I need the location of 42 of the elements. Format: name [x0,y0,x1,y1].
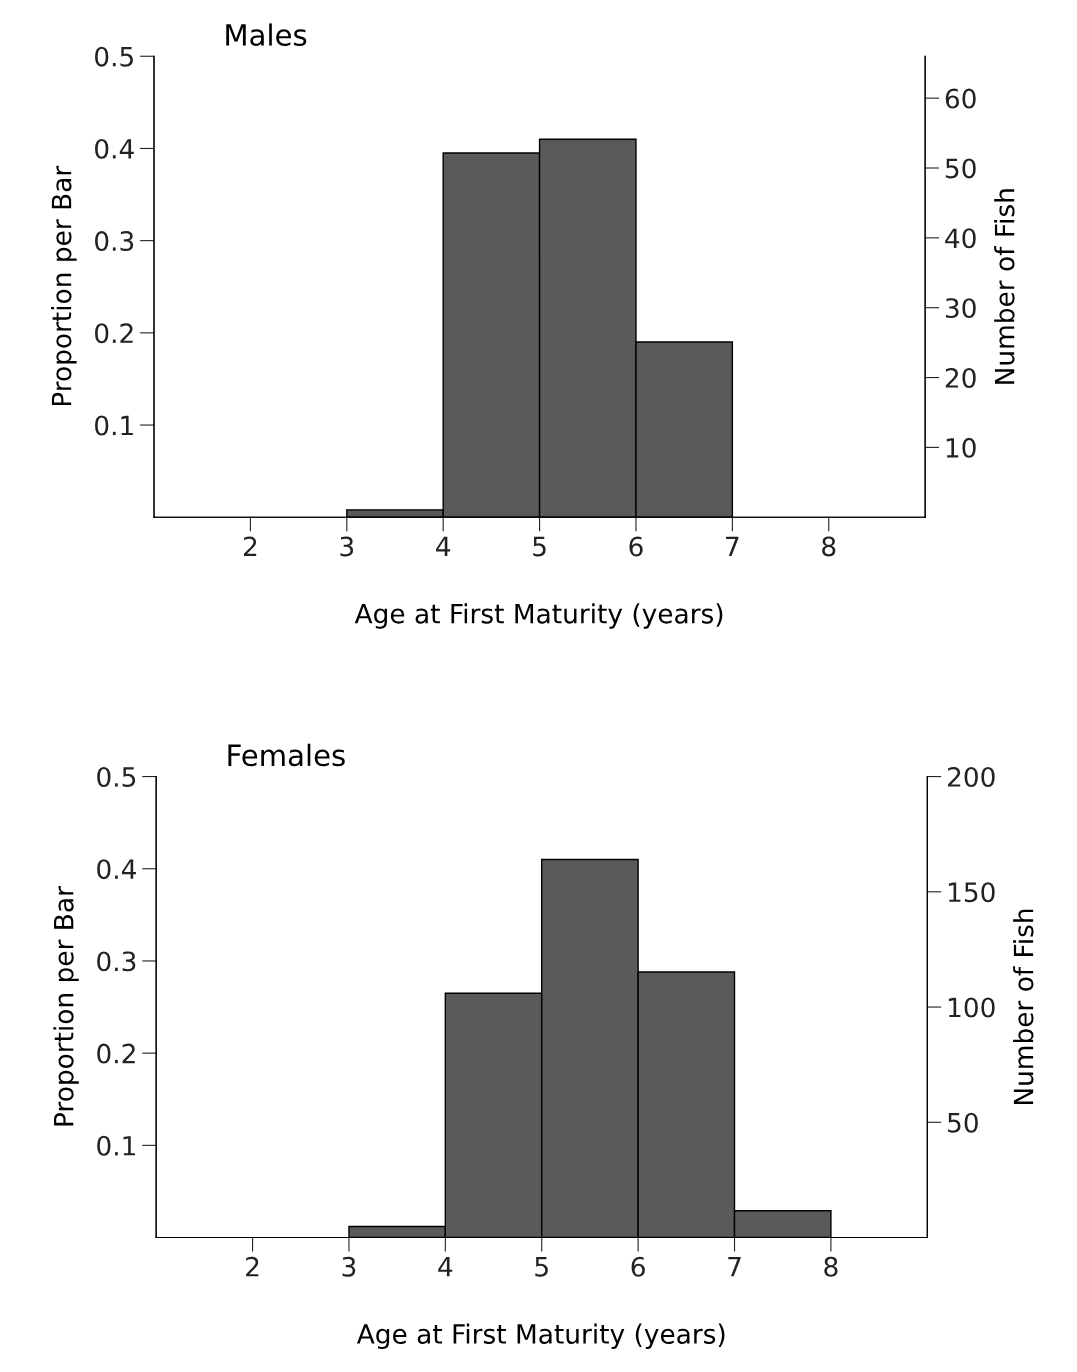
chart-title: Males [226,23,307,46]
y-tick-label: 0.5 [97,766,136,787]
y2-axis-title: Number of Fish [1013,909,1034,1105]
y2-tick-label: 10 [946,437,976,458]
x-tick-label: 3 [340,536,354,557]
y-tick-label: 0.2 [95,323,133,344]
y-tick-label: 0.3 [95,231,134,252]
x-tick-label: 8 [824,1256,838,1277]
y2-tick-label: 100 [948,997,995,1018]
y2-tick-label: 150 [948,882,995,903]
x-tick-label: 3 [342,1256,356,1277]
y2-tick-label: 50 [945,158,976,179]
y-tick-label: 0.4 [97,859,136,880]
x-tick-label: 7 [726,536,739,557]
y-axis-title: Proportion per Bar [51,165,77,406]
y-tick-label: 0.1 [97,1135,135,1156]
y-tick-label: 0.4 [95,138,134,159]
x-tick-label: 6 [629,536,643,557]
y2-tick-label: 30 [945,298,976,319]
y-axis-title: Proportion per Bar [53,886,79,1126]
x-tick-label: 5 [533,536,546,557]
chart-title: Females [228,743,345,767]
y2-tick-label: 50 [948,1112,978,1133]
x-tick-label: 4 [438,1257,453,1277]
x-tick-label: 6 [631,1256,645,1277]
y2-tick-label: 60 [945,88,976,109]
y2-tick-label: 40 [945,228,976,249]
x-axis-title: Age at First Maturity (years) [356,1323,725,1350]
y2-tick-label: 20 [945,367,976,388]
x-tick-label: 8 [822,536,836,557]
y2-axis-title: Number of Fish [994,189,1015,384]
y-tick-label: 0.1 [95,415,133,436]
y-tick-label: 0.2 [97,1043,135,1064]
x-tick-label: 5 [535,1257,548,1277]
x-tick-label: 4 [436,536,451,557]
y-tick-label: 0.3 [97,951,136,972]
x-tick-label: 2 [243,536,257,557]
y2-tick-label: 200 [947,766,995,787]
x-tick-label: 2 [246,1256,259,1277]
x-tick-label: 7 [728,1257,741,1277]
y-tick-label: 0.5 [95,46,133,67]
x-axis-title: Age at First Maturity (years) [354,603,723,629]
